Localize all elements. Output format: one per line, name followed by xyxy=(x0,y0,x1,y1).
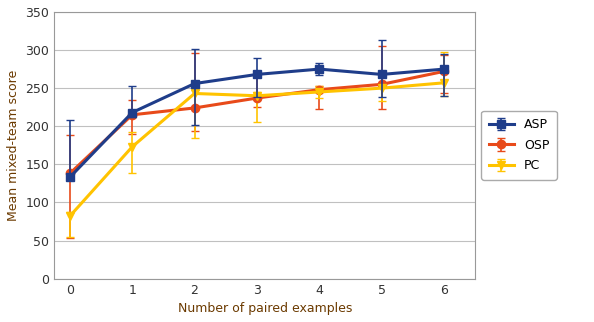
Y-axis label: Mean mixed-team score: Mean mixed-team score xyxy=(7,70,20,221)
Legend: ASP, OSP, PC: ASP, OSP, PC xyxy=(482,111,557,180)
X-axis label: Number of paired examples: Number of paired examples xyxy=(178,302,352,315)
